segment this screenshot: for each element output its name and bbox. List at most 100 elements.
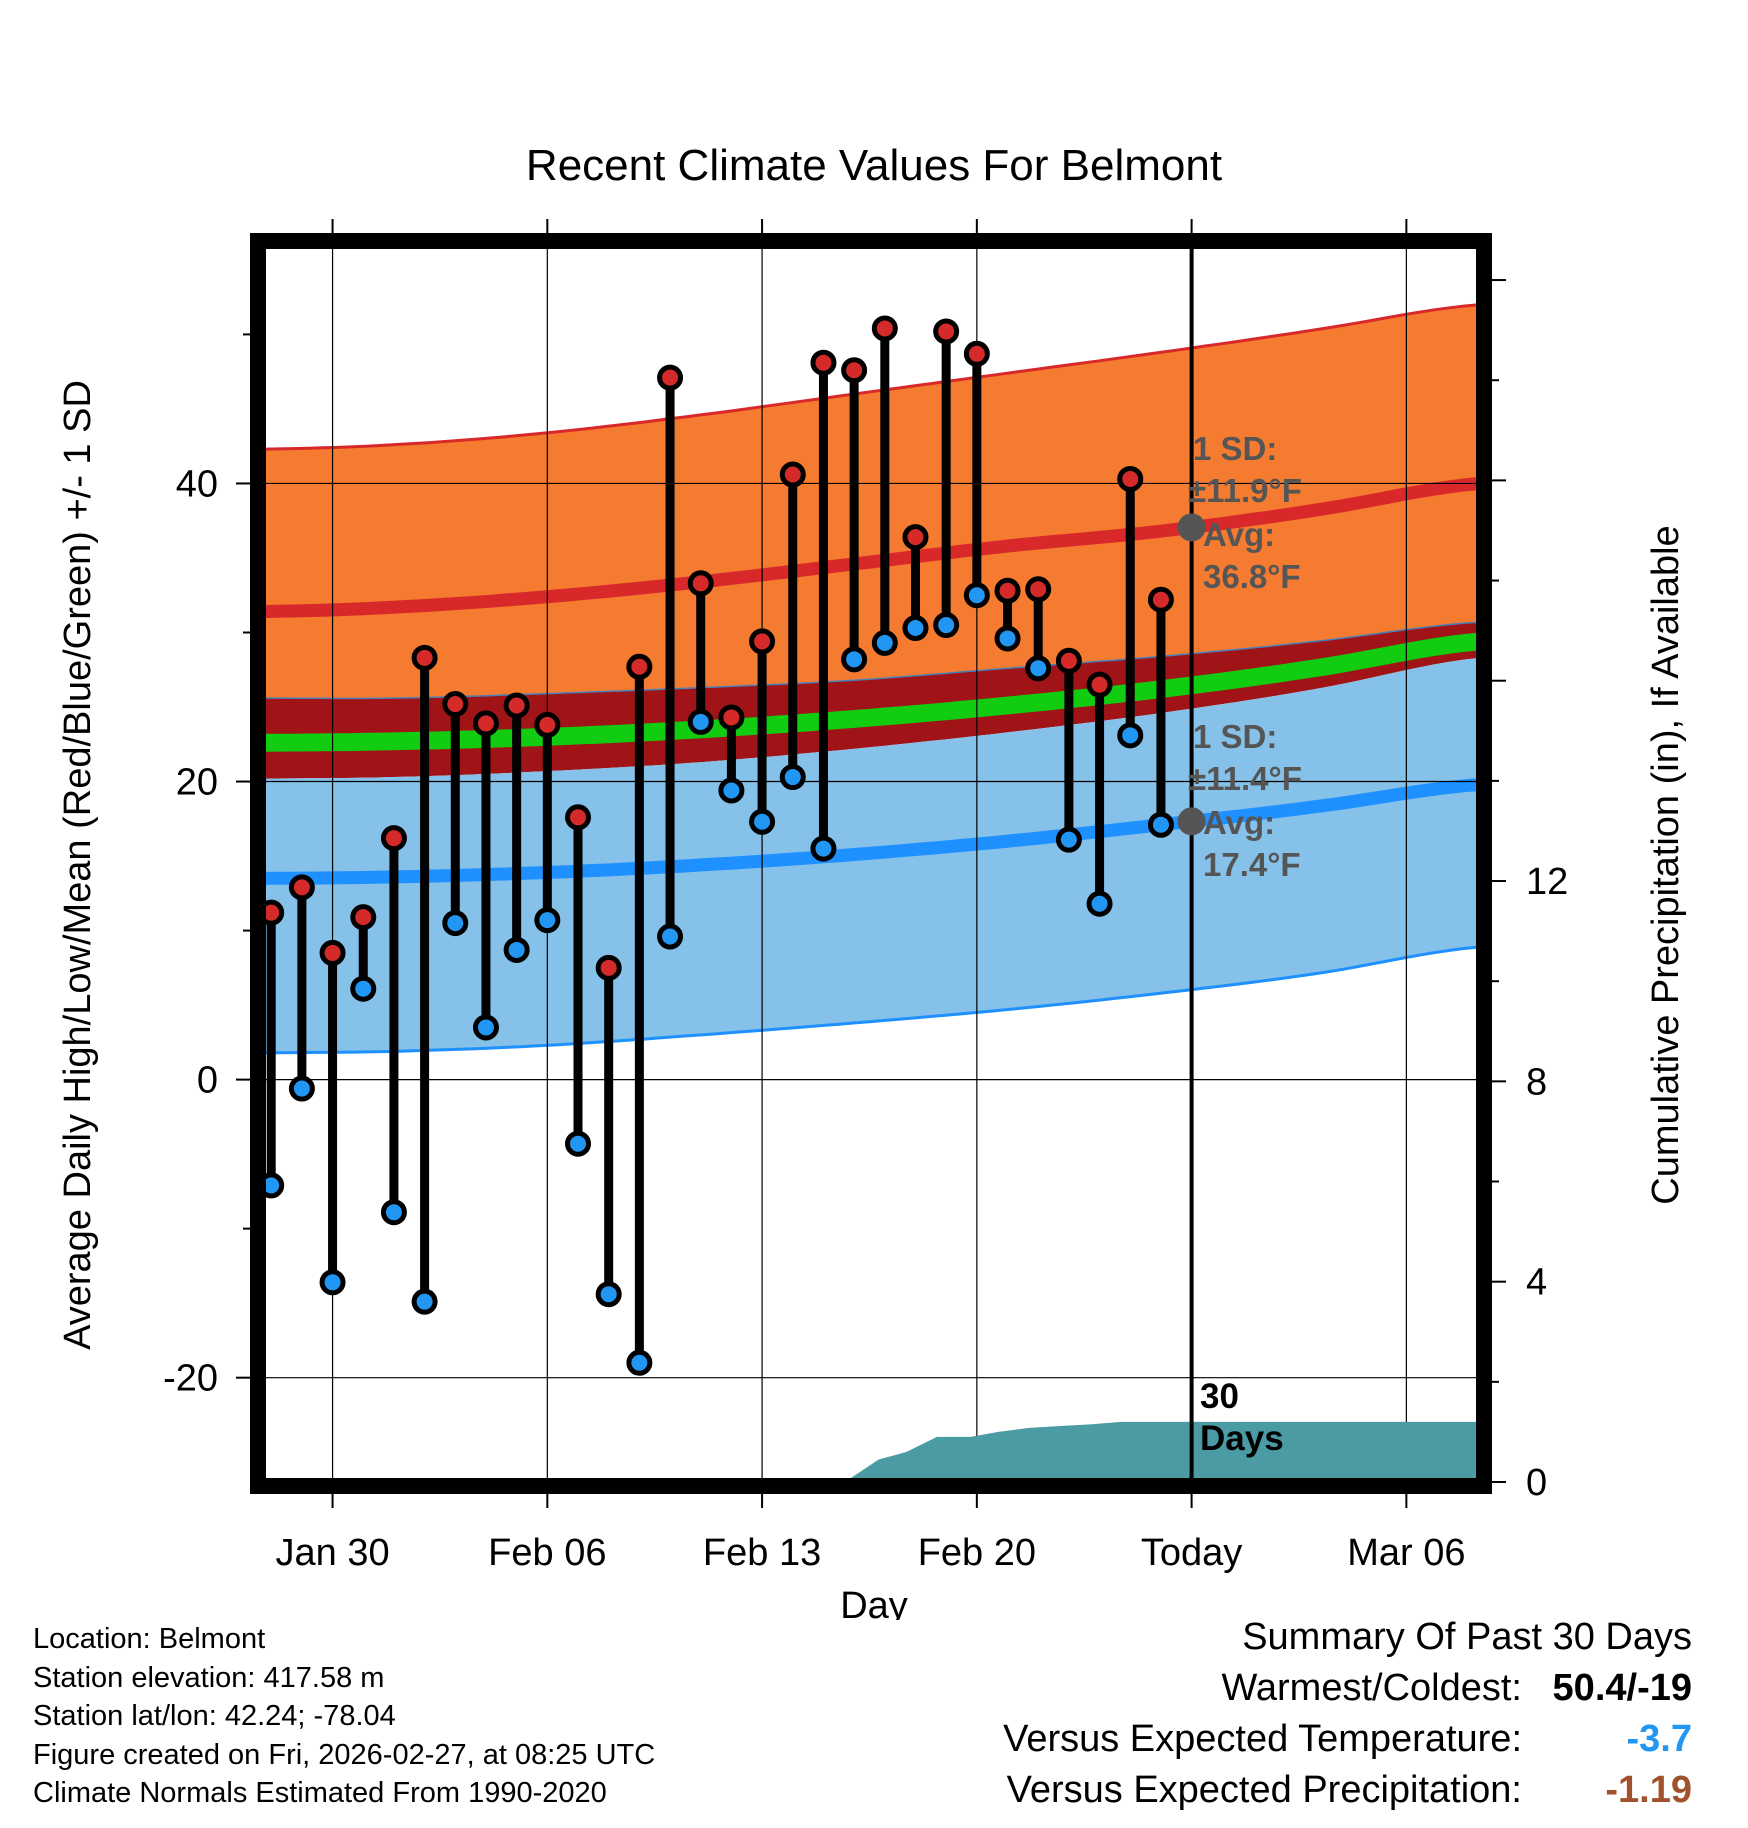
daily-low-point (350, 975, 377, 1002)
daily-high-point (657, 364, 684, 391)
info-location: Location: Belmont (33, 1623, 266, 1655)
low-avg-label: Avg: (1203, 804, 1275, 841)
daily-low-point (657, 923, 684, 950)
daily-high-point (380, 825, 407, 852)
daily-low-point (1117, 722, 1144, 749)
daily-low-point (565, 1130, 592, 1157)
daily-low-point (779, 764, 806, 791)
daily-low-point (288, 1075, 315, 1102)
y-axis-label: Average Daily High/Low/Mean (Red/Blue/Gr… (57, 380, 99, 1350)
days-label: Days (1200, 1419, 1284, 1458)
high-avg-label: Avg: (1203, 516, 1275, 553)
y2-tick-label: 4 (1526, 1262, 1547, 1304)
summary-warmest-value: 50.4/-19 (1552, 1667, 1692, 1709)
daily-low-point (595, 1281, 622, 1308)
daily-low-point (380, 1199, 407, 1226)
daily-high-point (994, 577, 1021, 604)
x-tick-label: Mar 06 (1347, 1532, 1465, 1574)
daily-high-point (626, 653, 653, 680)
daily-low-point (718, 777, 745, 804)
daily-low-point (933, 612, 960, 639)
high-sd-label: 1 SD: (1193, 430, 1277, 467)
daily-low-point (871, 629, 898, 656)
low-avg-line (261, 778, 1481, 885)
daily-high-point (319, 939, 346, 966)
daily-low-point (442, 910, 469, 937)
daily-low-point (503, 936, 530, 963)
y2-axis-label: Cumulative Precipitation (in), If Availa… (1645, 525, 1687, 1204)
daily-high-point (350, 904, 377, 931)
daily-low-point (1086, 890, 1113, 917)
x-tick-label: Feb 13 (703, 1532, 821, 1574)
daily-low-point (1025, 655, 1052, 682)
summary-title: Summary Of Past 30 Days (1242, 1616, 1692, 1658)
daily-high-point (1117, 465, 1144, 492)
y2-tick-label: 0 (1526, 1462, 1547, 1504)
high-plus-sd-line (261, 303, 1481, 451)
daily-high-point (963, 340, 990, 367)
info-created: Figure created on Fri, 2026-02-27, at 08… (33, 1738, 656, 1771)
info-normals: Climate Normals Estimated From 1990-2020 (33, 1777, 607, 1809)
daily-high-point (442, 691, 469, 718)
daily-high-point (779, 461, 806, 488)
daily-high-point (565, 804, 592, 831)
daily-high-point (1055, 647, 1082, 674)
summary-temp-label: Versus Expected Temperature: (1003, 1718, 1522, 1760)
x-tick-label: Feb 20 (918, 1532, 1036, 1574)
climate-chart: Recent Climate Values For Belmont 1 SD: … (57, 141, 1687, 1620)
daily-low-point (534, 907, 561, 934)
chart-title: Recent Climate Values For Belmont (526, 141, 1222, 190)
summary-warmest-label: Warmest/Coldest: (1221, 1667, 1522, 1709)
axes: -20 0 20 40 0 4 8 12 Jan 30 Feb 06 Feb 13 Feb 20 Tod… (163, 219, 1568, 1574)
summary-precip-value: -1.19 (1605, 1769, 1692, 1811)
daily-low-point (472, 1014, 499, 1041)
annotations: 1 SD: ±11.9°F Avg: 36.8°F 1 SD: ±11.4°F … (1188, 430, 1302, 1458)
y-tick-label: 0 (197, 1060, 218, 1102)
daily-high-point (749, 628, 776, 655)
daily-high-point (1147, 586, 1174, 613)
daily-high-point (288, 874, 315, 901)
daily-high-point (411, 644, 438, 671)
frame-rect (250, 233, 1492, 1494)
daily-low-point (902, 615, 929, 642)
daily-high-point (687, 570, 714, 597)
high-avg-line (261, 477, 1481, 619)
daily-low-point (841, 646, 868, 673)
summary-temp-row: Versus Expected Temperature: -3.7 (1003, 1714, 1692, 1765)
daily-low-point (994, 625, 1021, 652)
station-info: Location: Belmont Station elevation: 417… (33, 1620, 655, 1813)
daily-high-point (871, 315, 898, 342)
daily-points (258, 315, 1206, 1376)
summary-warmest-row: Warmest/Coldest: 50.4/-19 (1003, 1663, 1692, 1714)
daily-low-point (810, 835, 837, 862)
low-minus-sd-line (261, 945, 1481, 1055)
y-tick-label: 20 (176, 762, 218, 804)
daily-high-point (902, 524, 929, 551)
daily-low-point (749, 808, 776, 835)
daily-high-point (933, 318, 960, 345)
high-avg-value: 36.8°F (1203, 558, 1301, 595)
high-sd-value: ±11.9°F (1188, 472, 1302, 509)
summary-panel: Summary Of Past 30 Days Warmest/Coldest:… (1003, 1612, 1692, 1816)
daily-high-point (534, 711, 561, 738)
low-avg-marker (1177, 807, 1206, 836)
daily-high-point (595, 954, 622, 981)
low-sd-label: 1 SD: (1193, 718, 1277, 755)
daily-low-point (963, 582, 990, 609)
y-tick-label: 40 (176, 463, 218, 505)
x-axis-label: Day (840, 1585, 908, 1620)
x-tick-label: Feb 06 (488, 1532, 606, 1574)
info-elevation: Station elevation: 417.58 m (33, 1661, 385, 1694)
summary-precip-label: Versus Expected Precipitation: (1006, 1769, 1522, 1811)
daily-low-point (1147, 811, 1174, 838)
days-count: 30 (1200, 1377, 1239, 1416)
plot-frame (250, 233, 1492, 1494)
x-tick-label: Jan 30 (276, 1532, 390, 1574)
normal-bands (261, 303, 1481, 1055)
y2-tick-label: 8 (1526, 1061, 1547, 1103)
daily-high-point (718, 704, 745, 731)
precip-fill (262, 1421, 1480, 1482)
precipitation-area (262, 1421, 1480, 1482)
low-avg-value: 17.4°F (1203, 846, 1301, 883)
daily-high-point (472, 710, 499, 737)
